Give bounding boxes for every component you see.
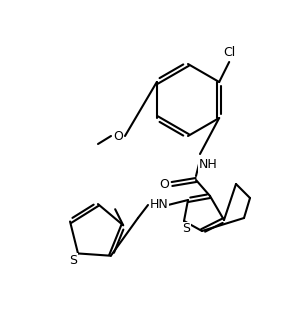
Text: Cl: Cl — [223, 46, 235, 59]
Text: S: S — [69, 254, 77, 267]
Text: O: O — [113, 129, 123, 142]
Text: NH: NH — [199, 157, 217, 170]
Text: S: S — [182, 223, 190, 236]
Text: HN: HN — [150, 198, 168, 211]
Text: O: O — [159, 177, 169, 190]
